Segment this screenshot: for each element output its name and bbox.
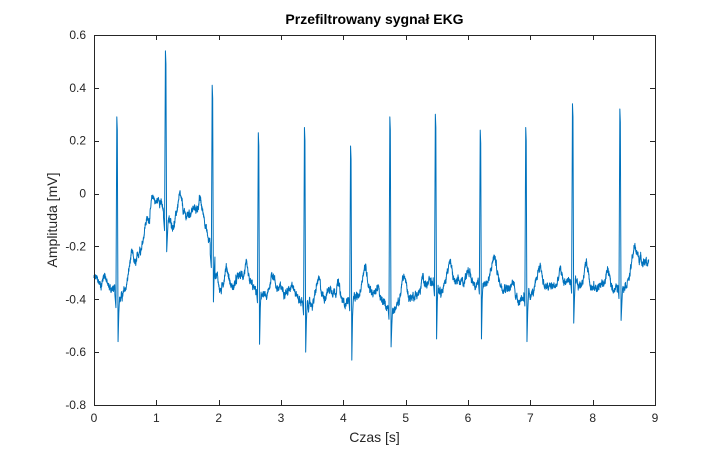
signal-layer [93, 50, 650, 361]
x-tick-label: 5 [402, 411, 409, 425]
x-tick-label: 2 [215, 411, 222, 425]
x-tick-label: 4 [340, 411, 347, 425]
y-axis-label: Amplituda [mV] [44, 173, 60, 268]
y-tick-label: 0.4 [69, 81, 86, 95]
y-tick-label: 0 [79, 187, 86, 201]
x-tick-label: 6 [465, 411, 472, 425]
chart-title: Przefiltrowany sygnał EKG [285, 11, 463, 27]
y-tick-label: -0.4 [65, 292, 86, 306]
x-tick-label: 8 [589, 411, 596, 425]
x-tick-label: 9 [652, 411, 659, 425]
y-tick-label: 0.6 [69, 28, 86, 42]
y-tick-label: -0.8 [65, 398, 86, 412]
x-tick-label: 0 [91, 411, 98, 425]
plot-area [94, 35, 655, 405]
axes-box [94, 35, 656, 406]
x-axis-label: Czas [s] [349, 429, 400, 445]
y-tick-label: -0.6 [65, 345, 86, 359]
y-tick-label: 0.2 [69, 134, 86, 148]
x-axis-ticks: 0 1 2 3 4 5 6 7 8 9 [91, 35, 659, 425]
x-tick-label: 7 [527, 411, 534, 425]
ecg-signal-line [93, 50, 650, 361]
y-tick-label: -0.2 [65, 239, 86, 253]
x-tick-label: 3 [278, 411, 285, 425]
x-tick-label: 1 [153, 411, 160, 425]
y-axis-ticks: -0.8 -0.6 -0.4 -0.2 0 0.2 0.4 0.6 [65, 28, 655, 412]
